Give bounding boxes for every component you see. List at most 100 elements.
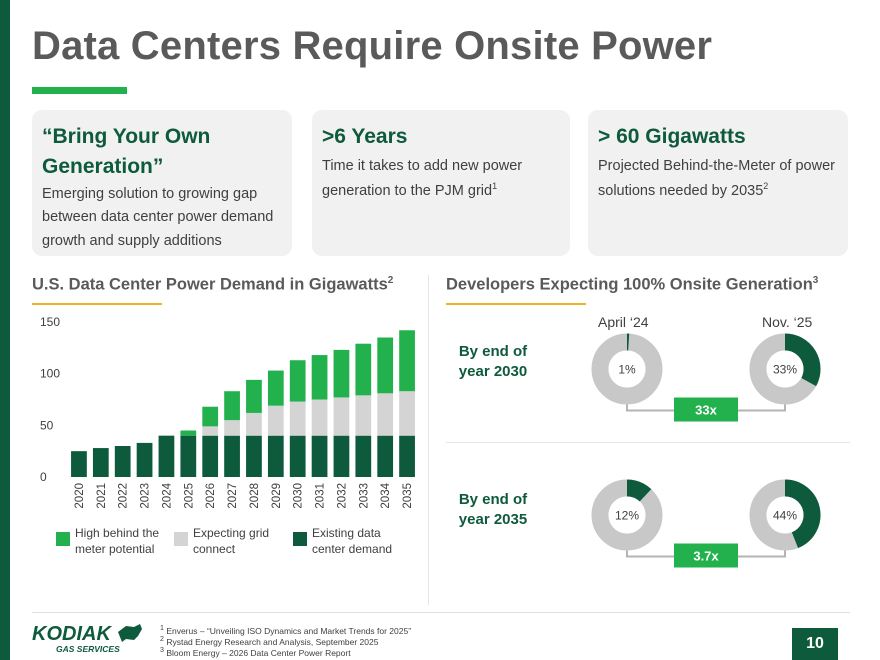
donut-nov-0-value-arc	[784, 333, 821, 387]
bar-expecting-grid-connect-2030	[289, 401, 306, 436]
x-tick-label: 2027	[227, 483, 239, 509]
y-tick-label: 50	[40, 418, 54, 432]
multiple-badge	[674, 543, 738, 568]
bar-existing-data-center-demand-2032	[333, 435, 350, 477]
card-byog: “Bring Your Own Generation” Emerging sol…	[32, 110, 292, 256]
x-tick-label: 2029	[271, 483, 283, 509]
title-underline	[32, 87, 127, 94]
x-tick-label: 2020	[74, 483, 86, 509]
row-label-2035: By end of year 2035	[458, 491, 528, 528]
bar-existing-data-center-demand-2023	[136, 442, 153, 477]
donut-nov-1-hole	[766, 496, 804, 534]
multiple-badge-label: 33x	[695, 403, 717, 418]
donut-section-rule	[446, 303, 586, 305]
footnote-1: 1 Enverus – “Unveiling ISO Dynamics and …	[160, 624, 412, 636]
bar-existing-data-center-demand-2028	[246, 435, 262, 477]
x-tick-label: 2028	[249, 483, 261, 509]
card-heading: > 60 Gigawatts	[598, 125, 746, 148]
bar-existing-data-center-demand-2021	[92, 448, 109, 477]
legend-label: High behind the meter potential	[75, 526, 160, 557]
y-tick-label: 100	[40, 367, 60, 381]
donut-april-0-label: 1%	[618, 363, 636, 377]
bear-icon	[118, 624, 142, 642]
bar-existing-data-center-demand-2029	[267, 435, 284, 477]
row-label-2030: By end of year 2030	[458, 343, 528, 380]
bar-existing-data-center-demand-2025	[180, 435, 197, 477]
legend-swatch-grid	[174, 532, 188, 546]
bar-existing-data-center-demand-2034	[377, 435, 394, 477]
bar-expecting-grid-connect-2031	[311, 399, 328, 436]
card-years: >6 Years Time it takes to add new power …	[312, 110, 570, 256]
bar-existing-data-center-demand-2033	[355, 435, 372, 477]
column-header-nov: Nov. ‘25	[762, 314, 813, 330]
bar-existing-data-center-demand-2031	[311, 435, 328, 477]
y-tick-label: 150	[40, 315, 60, 329]
bar-expecting-grid-connect-2035	[399, 391, 415, 436]
donut-nov-1-label: 44%	[773, 509, 797, 523]
multiple-badge-label: 3.7x	[693, 549, 719, 564]
donut-april-1-value-arc	[626, 479, 652, 502]
x-tick-label: 2024	[161, 482, 173, 508]
bar-existing-data-center-demand-2024	[158, 435, 175, 477]
bar-existing-data-center-demand-2035	[399, 435, 415, 477]
footnote-ref: 2	[763, 180, 769, 191]
chart-section-title: U.S. Data Center Power Demand in Gigawat…	[32, 275, 394, 294]
bar-high-behind-the-meter-potential-2030	[289, 360, 306, 402]
vertical-divider	[428, 275, 429, 605]
x-tick-label: 2032	[336, 483, 348, 509]
bar-expecting-grid-connect-2034	[377, 393, 394, 436]
bar-high-behind-the-meter-potential-2031	[311, 355, 328, 400]
x-tick-label: 2034	[380, 482, 392, 508]
bar-existing-data-center-demand-2020	[71, 451, 87, 477]
bar-high-behind-the-meter-potential-2033	[355, 343, 372, 396]
bar-high-behind-the-meter-potential-2025	[180, 430, 197, 436]
donut-comparison: 33x 1% 33% 3.7x 12% 44%	[591, 333, 821, 568]
x-tick-label: 2035	[402, 483, 414, 509]
bar-high-behind-the-meter-potential-2027	[224, 391, 240, 421]
card-body: Emerging solution to growing gap between…	[42, 185, 274, 249]
logo-subtitle: GAS SERVICES	[56, 644, 120, 654]
page-title: Data Centers Require Onsite Power	[32, 24, 713, 68]
donut-nov-1-value-arc	[784, 479, 821, 549]
bar-existing-data-center-demand-2030	[289, 435, 306, 477]
x-tick-label: 2030	[293, 483, 305, 509]
donut-april-1-label: 12%	[615, 509, 639, 523]
bar-expecting-grid-connect-2027	[224, 420, 240, 436]
donut-section-title: Developers Expecting 100% Onsite Generat…	[446, 275, 819, 294]
logo-wordmark: KODIAK	[32, 623, 112, 645]
x-tick-label: 2026	[205, 483, 217, 509]
x-tick-label: 2031	[315, 483, 327, 509]
footer-rule	[32, 612, 850, 613]
legend-label: Expecting grid connect	[193, 526, 270, 557]
kodiak-logo: KODIAK GAS SERVICES	[32, 623, 142, 654]
legend-swatch-high-btm	[56, 532, 70, 546]
legend-swatch-existing	[293, 532, 307, 546]
bar-existing-data-center-demand-2026	[202, 435, 219, 477]
bar-expecting-grid-connect-2028	[246, 412, 262, 436]
legend-label: Existing data center demand	[312, 526, 393, 557]
bar-high-behind-the-meter-potential-2028	[246, 379, 262, 413]
bar-expecting-grid-connect-2032	[333, 397, 350, 436]
card-heading: “Bring Your Own Generation”	[42, 125, 211, 179]
bar-existing-data-center-demand-2027	[224, 435, 240, 477]
x-tick-label: 2022	[118, 483, 130, 509]
chart-section-rule	[32, 303, 162, 305]
bar-high-behind-the-meter-potential-2029	[267, 370, 284, 406]
card-heading: >6 Years	[322, 125, 408, 148]
bar-expecting-grid-connect-2026	[202, 426, 219, 436]
horizontal-divider	[446, 442, 850, 443]
bar-existing-data-center-demand-2022	[114, 446, 131, 477]
card-body: Projected Behind-the-Meter of power solu…	[598, 158, 835, 199]
page-number: 10	[792, 628, 838, 660]
x-tick-label: 2033	[358, 483, 370, 509]
bar-high-behind-the-meter-potential-2034	[377, 337, 394, 394]
donut-april-0-hole	[608, 350, 646, 388]
multiple-badge	[674, 397, 738, 422]
card-body: Time it takes to add new power generatio…	[322, 158, 523, 199]
donut-nov-0-hole	[766, 350, 804, 388]
y-tick-label: 0	[40, 470, 47, 484]
bar-high-behind-the-meter-potential-2032	[333, 349, 350, 398]
donut-april-1-hole	[608, 496, 646, 534]
bar-expecting-grid-connect-2033	[355, 395, 372, 436]
x-tick-label: 2025	[183, 483, 195, 509]
